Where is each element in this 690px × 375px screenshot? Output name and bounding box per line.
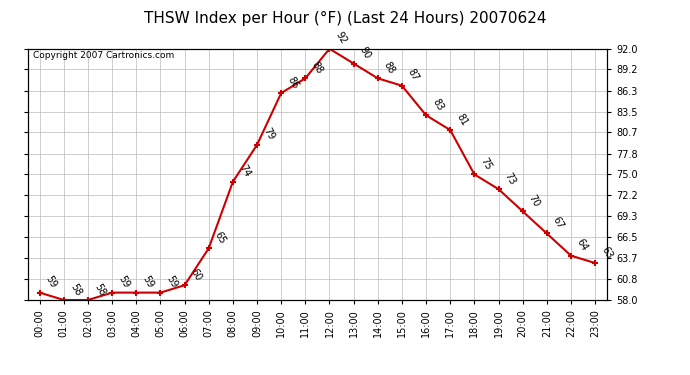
Text: 59: 59	[44, 274, 59, 290]
Text: 88: 88	[382, 60, 397, 75]
Text: 74: 74	[237, 163, 252, 179]
Text: 70: 70	[527, 193, 542, 208]
Text: 87: 87	[406, 67, 421, 83]
Text: 79: 79	[262, 126, 276, 142]
Text: 64: 64	[575, 237, 590, 253]
Text: 81: 81	[455, 112, 469, 127]
Text: 59: 59	[141, 274, 155, 290]
Text: 92: 92	[334, 30, 348, 46]
Text: 67: 67	[551, 215, 566, 231]
Text: 65: 65	[213, 230, 228, 246]
Text: 75: 75	[479, 156, 493, 172]
Text: 83: 83	[431, 97, 445, 112]
Text: 59: 59	[117, 274, 131, 290]
Text: Copyright 2007 Cartronics.com: Copyright 2007 Cartronics.com	[33, 51, 175, 60]
Text: 59: 59	[165, 274, 179, 290]
Text: 58: 58	[68, 282, 83, 297]
Text: 73: 73	[503, 171, 518, 186]
Text: 90: 90	[358, 45, 373, 61]
Text: THSW Index per Hour (°F) (Last 24 Hours) 20070624: THSW Index per Hour (°F) (Last 24 Hours)…	[144, 11, 546, 26]
Text: 88: 88	[310, 60, 324, 75]
Text: 63: 63	[600, 244, 614, 260]
Text: 60: 60	[189, 267, 204, 282]
Text: 86: 86	[286, 75, 300, 90]
Text: 58: 58	[92, 282, 107, 297]
